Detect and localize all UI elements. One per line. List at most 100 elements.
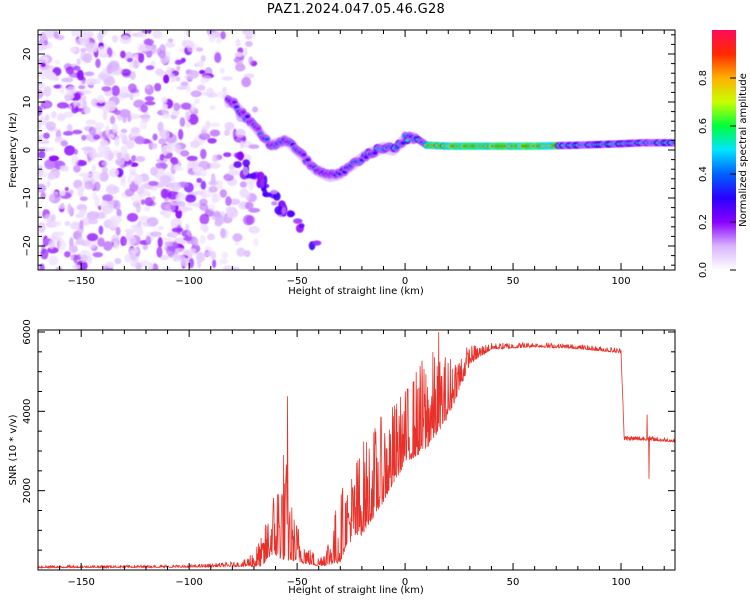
spectral-blob	[73, 65, 81, 71]
spectral-blob	[92, 42, 98, 53]
spectral-blob	[57, 204, 67, 210]
spectral-blob	[127, 235, 137, 245]
spectral-blob	[242, 166, 249, 176]
spectral-blob	[215, 37, 222, 44]
spectral-blob	[173, 164, 181, 170]
spectral-blob	[256, 171, 265, 182]
colorbar-ticks: 0.0 0.2 0.4 0.6 0.8	[698, 70, 736, 278]
spectral-blob	[45, 71, 57, 81]
spectral-blob	[94, 211, 105, 220]
spectral-blob	[179, 150, 190, 157]
spectral-blob	[144, 95, 155, 102]
spectral-blob	[237, 151, 244, 161]
spectral-blob	[131, 155, 137, 162]
spectral-blob	[208, 185, 218, 193]
spectral-blob	[80, 89, 92, 95]
spectral-blob	[116, 208, 122, 218]
spectral-blob	[64, 220, 71, 227]
spectral-blob	[229, 198, 241, 205]
spectral-blob	[81, 217, 92, 226]
spectral-blob	[69, 47, 77, 53]
spectral-blob	[129, 171, 138, 177]
spectral-blob	[220, 228, 226, 239]
spectral-blob	[210, 251, 217, 260]
spectral-blob	[240, 110, 246, 114]
spectral-blob	[80, 47, 87, 53]
spectral-blob	[175, 76, 181, 82]
spectral-blob	[231, 266, 240, 270]
spectral-blob	[206, 233, 216, 241]
spectral-blob	[130, 261, 138, 268]
spectral-blob	[144, 206, 151, 212]
spectral-blob	[161, 106, 169, 115]
spectral-blob	[72, 98, 77, 108]
spectral-blob	[199, 69, 206, 75]
spectral-blob	[38, 71, 49, 80]
spectral-blob	[127, 114, 132, 122]
spectral-blob	[122, 112, 127, 124]
spectral-blob	[228, 163, 235, 171]
spectral-blob	[97, 73, 109, 80]
spectral-blob	[130, 127, 141, 135]
spectral-blob	[155, 162, 164, 169]
spectral-blob	[236, 247, 246, 257]
spectral-blob	[239, 181, 248, 188]
spectral-blob	[287, 211, 296, 217]
spectral-blob	[175, 192, 187, 201]
spectral-blob	[139, 120, 148, 130]
spectral-blob	[211, 193, 222, 203]
spectral-blob	[163, 211, 171, 219]
spectral-blob	[130, 253, 137, 261]
spectral-blob	[223, 129, 231, 137]
spectral-blob	[298, 223, 305, 229]
spectral-blob	[38, 116, 46, 126]
spectral-blob	[38, 150, 46, 159]
colorbar-label: Normalized spectral amplitude	[738, 73, 749, 227]
spectral-blob	[154, 82, 162, 92]
spectral-blob	[208, 204, 216, 212]
spectral-blob	[152, 133, 158, 141]
spectral-blob	[134, 136, 145, 145]
spectral-blob	[79, 219, 84, 230]
spectral-blob	[53, 231, 65, 237]
spectral-blob	[79, 196, 88, 202]
spectral-blob	[271, 201, 278, 206]
spectral-blob	[165, 55, 171, 63]
y-tick-label: 0	[22, 147, 33, 153]
spectral-blob	[195, 47, 204, 52]
spectral-blob	[159, 254, 169, 261]
spectral-blob	[200, 54, 206, 62]
spectrogram-x-label: Height of straight line (km)	[288, 286, 424, 297]
spectral-blob	[92, 134, 101, 140]
spectral-blob	[170, 201, 183, 206]
spectral-blob	[131, 88, 140, 94]
spectral-blob	[56, 34, 65, 41]
spectral-blob	[138, 114, 151, 119]
spectral-blob	[305, 158, 311, 162]
x-tick-label: 100	[611, 577, 630, 588]
spectral-blob	[198, 132, 211, 141]
spectral-blob	[171, 157, 179, 165]
spectral-blob	[76, 186, 86, 192]
spectral-blob	[200, 180, 207, 190]
spectral-blob	[174, 247, 186, 254]
spectral-blob	[214, 52, 222, 63]
spectral-blob	[168, 132, 173, 138]
spectral-blob	[186, 155, 198, 161]
spectral-blob	[216, 179, 223, 190]
spectral-blob	[248, 144, 260, 149]
x-tick-label: 0	[402, 577, 408, 588]
spectral-blob	[199, 78, 209, 84]
spectral-blob	[244, 114, 250, 119]
x-tick-label: −100	[175, 577, 202, 588]
spectral-blob	[185, 121, 191, 129]
spectral-blob	[102, 240, 113, 251]
spectral-blob	[119, 133, 125, 138]
spectral-blob	[245, 201, 254, 210]
colorbar-tick-label: 0.6	[698, 118, 709, 134]
spectral-blob	[142, 222, 153, 227]
snr-x-label: Height of straight line (km)	[288, 585, 424, 596]
spectral-blob	[165, 41, 175, 48]
spectral-blob	[293, 218, 303, 224]
